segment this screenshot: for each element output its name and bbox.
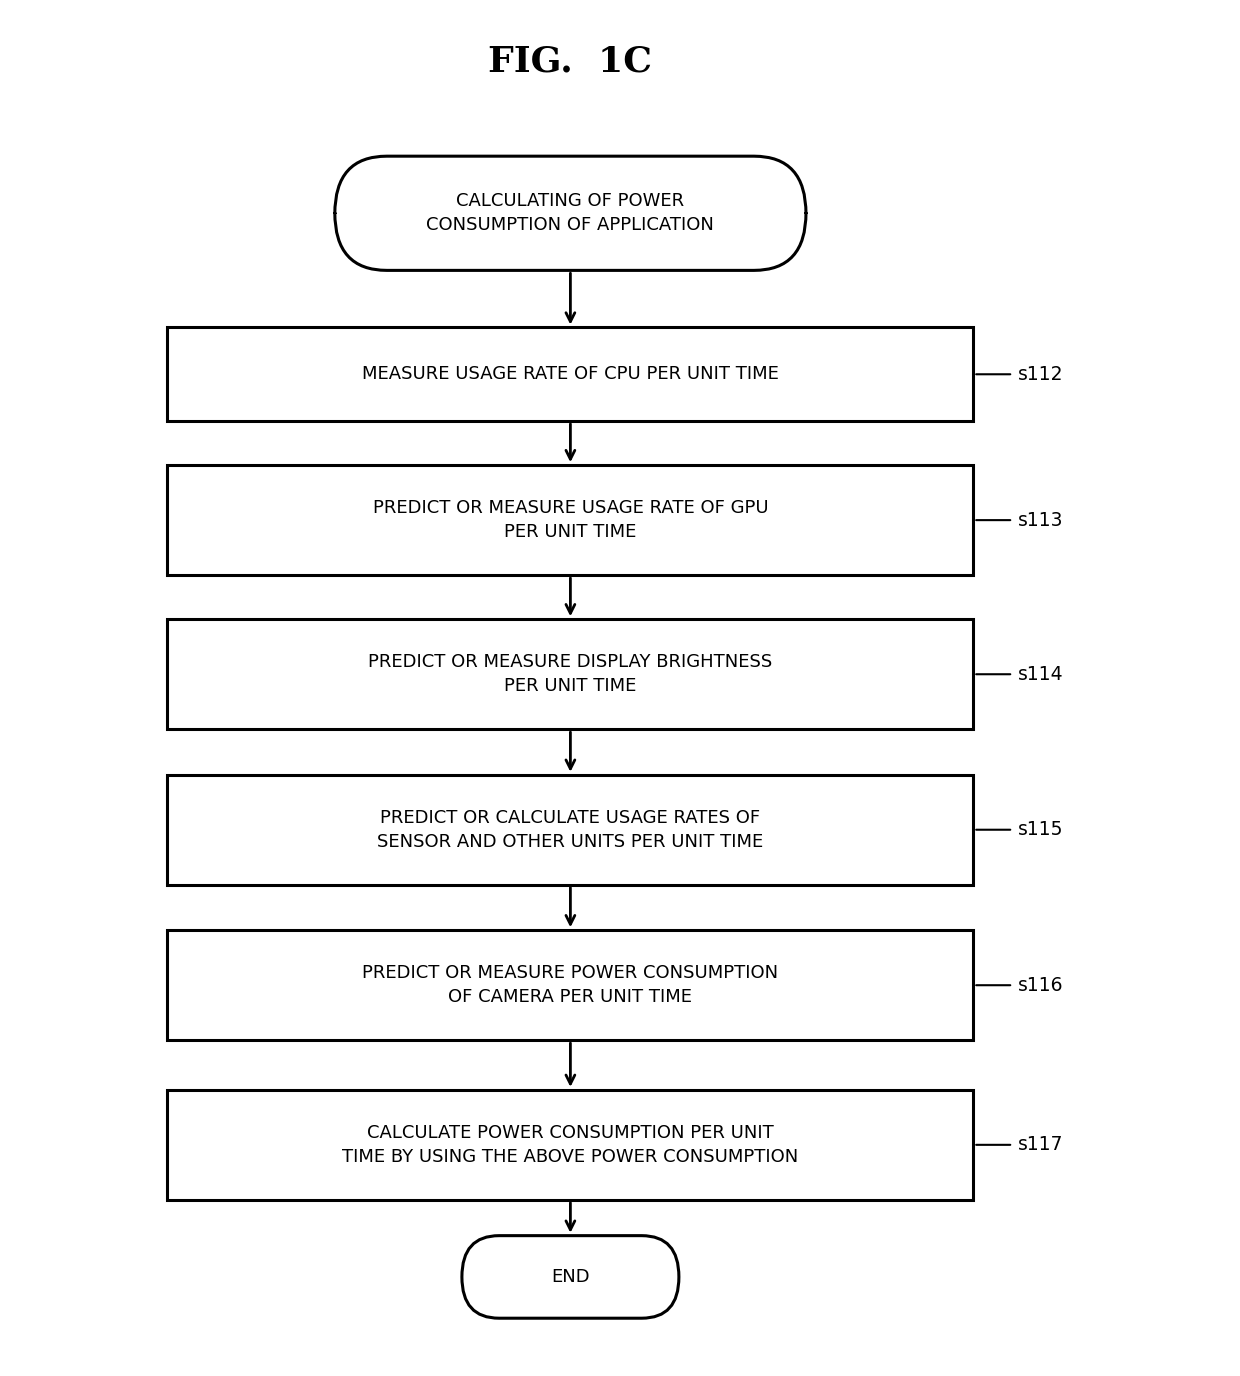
FancyBboxPatch shape — [167, 327, 973, 421]
Text: CALCULATE POWER CONSUMPTION PER UNIT
TIME BY USING THE ABOVE POWER CONSUMPTION: CALCULATE POWER CONSUMPTION PER UNIT TIM… — [342, 1124, 799, 1165]
FancyBboxPatch shape — [167, 1090, 973, 1200]
Text: s112: s112 — [1018, 365, 1064, 384]
FancyBboxPatch shape — [335, 157, 806, 270]
Text: MEASURE USAGE RATE OF CPU PER UNIT TIME: MEASURE USAGE RATE OF CPU PER UNIT TIME — [362, 365, 779, 384]
FancyBboxPatch shape — [167, 930, 973, 1040]
Text: s113: s113 — [1018, 510, 1064, 530]
Text: PREDICT OR MEASURE POWER CONSUMPTION
OF CAMERA PER UNIT TIME: PREDICT OR MEASURE POWER CONSUMPTION OF … — [362, 965, 779, 1006]
Text: PREDICT OR MEASURE DISPLAY BRIGHTNESS
PER UNIT TIME: PREDICT OR MEASURE DISPLAY BRIGHTNESS PE… — [368, 654, 773, 695]
Text: PREDICT OR MEASURE USAGE RATE OF GPU
PER UNIT TIME: PREDICT OR MEASURE USAGE RATE OF GPU PER… — [372, 499, 769, 541]
FancyBboxPatch shape — [167, 465, 973, 575]
Text: CALCULATING OF POWER
CONSUMPTION OF APPLICATION: CALCULATING OF POWER CONSUMPTION OF APPL… — [427, 193, 714, 234]
FancyBboxPatch shape — [167, 775, 973, 885]
FancyBboxPatch shape — [463, 1236, 680, 1318]
Text: s114: s114 — [1018, 665, 1064, 684]
FancyBboxPatch shape — [167, 619, 973, 729]
Text: s117: s117 — [1018, 1135, 1064, 1154]
Text: FIG.  1C: FIG. 1C — [489, 45, 652, 78]
Text: s115: s115 — [1018, 820, 1064, 839]
Text: s116: s116 — [1018, 976, 1064, 995]
Text: END: END — [551, 1267, 590, 1287]
Text: PREDICT OR CALCULATE USAGE RATES OF
SENSOR AND OTHER UNITS PER UNIT TIME: PREDICT OR CALCULATE USAGE RATES OF SENS… — [377, 809, 764, 850]
